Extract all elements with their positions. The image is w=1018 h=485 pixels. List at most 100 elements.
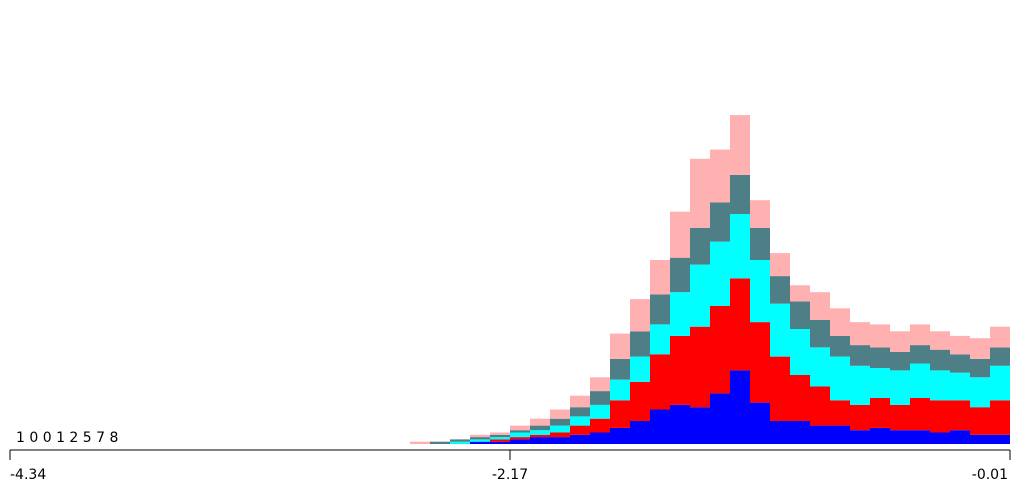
bar-segment	[470, 437, 490, 440]
bar-segment	[870, 324, 890, 348]
bar-segment	[610, 400, 630, 428]
bar-segment	[710, 149, 730, 203]
bar-segment	[630, 381, 650, 421]
bar-segment	[590, 432, 610, 444]
bar-segment	[650, 409, 670, 444]
x-tick-label-left: -4.34	[10, 467, 46, 483]
bar-segment	[710, 241, 730, 306]
bar-segment	[430, 441, 450, 444]
bar-segment	[750, 402, 770, 444]
bar-segment	[570, 416, 590, 426]
bar-segment	[990, 400, 1010, 435]
bar-segment	[990, 347, 1010, 366]
bar-segment	[890, 331, 910, 352]
bar-segment	[890, 430, 910, 444]
bar-segment	[810, 319, 830, 348]
bar-segment	[550, 409, 570, 419]
bar-segment	[750, 322, 770, 403]
bar-segment	[470, 439, 490, 442]
bar-segment	[910, 363, 930, 398]
bar-segment	[730, 214, 750, 279]
bar-segment	[830, 400, 850, 426]
bar-segment	[690, 227, 710, 265]
bar-segment	[790, 285, 810, 302]
bar-segment	[810, 347, 830, 387]
bar-segment	[670, 211, 690, 258]
bar-segment	[810, 386, 830, 426]
bar-segment	[850, 365, 870, 405]
bar-segment	[810, 425, 830, 444]
bar-segment	[950, 372, 970, 401]
bar-segment	[730, 115, 750, 175]
bar-segment	[790, 421, 810, 444]
bar-segment	[490, 437, 510, 440]
bar-segment	[610, 358, 630, 380]
bar-segment	[750, 227, 770, 260]
bar-segment	[730, 278, 750, 371]
bar-segment	[830, 335, 850, 357]
bar-segment	[710, 393, 730, 444]
bar-segment	[530, 437, 550, 444]
bar-segment	[650, 324, 670, 355]
bar-segment	[590, 391, 610, 405]
bar-segment	[450, 441, 470, 444]
bar-segment	[710, 202, 730, 242]
bar-segment	[750, 200, 770, 228]
bar-segment	[650, 294, 670, 325]
bar-segment	[770, 303, 790, 357]
bar-segment	[910, 324, 930, 346]
bar-segment	[630, 331, 650, 357]
bar-segment	[790, 301, 810, 329]
bar-segment	[930, 432, 950, 444]
bar-segment	[510, 437, 530, 440]
bar-segment	[910, 345, 930, 364]
x-tick-label-right: -0.01	[972, 467, 1008, 483]
bar-segment	[810, 292, 830, 320]
bar-segment	[590, 377, 610, 392]
bar-segment	[770, 253, 790, 277]
bar-segment	[770, 421, 790, 444]
bar-segment	[570, 407, 590, 417]
bar-segment	[530, 418, 550, 426]
bar-segment	[570, 395, 590, 408]
bar-segment	[950, 430, 970, 444]
bar-segment	[570, 425, 590, 435]
bar-segment	[990, 434, 1010, 444]
bar-segment	[550, 418, 570, 426]
bar-segment	[790, 329, 810, 375]
bar-segment	[630, 421, 650, 444]
bar-segment	[650, 260, 670, 295]
bar-segment	[410, 441, 430, 444]
bar-segment	[770, 356, 790, 421]
bar-segment	[670, 292, 690, 336]
bar-segment	[930, 400, 950, 433]
bar-segment	[470, 441, 490, 444]
bar-segment	[950, 335, 970, 355]
bar-segment	[550, 432, 570, 438]
bar-segment	[730, 174, 750, 214]
bar-segment	[750, 260, 770, 323]
x-tick-label-mid: -2.17	[492, 467, 528, 483]
bar-segment	[650, 354, 670, 410]
bar-segment	[870, 368, 890, 398]
bar-segment	[890, 404, 910, 431]
bar-segment	[850, 322, 870, 346]
histogram-bars	[410, 115, 1010, 444]
bar-segment	[610, 379, 630, 401]
bar-segment	[870, 398, 890, 428]
bar-segment	[530, 425, 550, 431]
bar-segment	[770, 276, 790, 304]
bar-segment	[970, 434, 990, 444]
bar-segment	[530, 430, 550, 435]
bar-segment	[670, 257, 690, 293]
bar-segment	[930, 370, 950, 401]
bar-segment	[510, 430, 530, 433]
bar-segment	[550, 437, 570, 444]
bar-segment	[670, 335, 690, 405]
bar-segment	[970, 407, 990, 435]
bar-segment	[990, 365, 1010, 401]
bar-segment	[950, 400, 970, 431]
bar-segment	[510, 425, 530, 431]
bar-segment	[490, 439, 510, 442]
